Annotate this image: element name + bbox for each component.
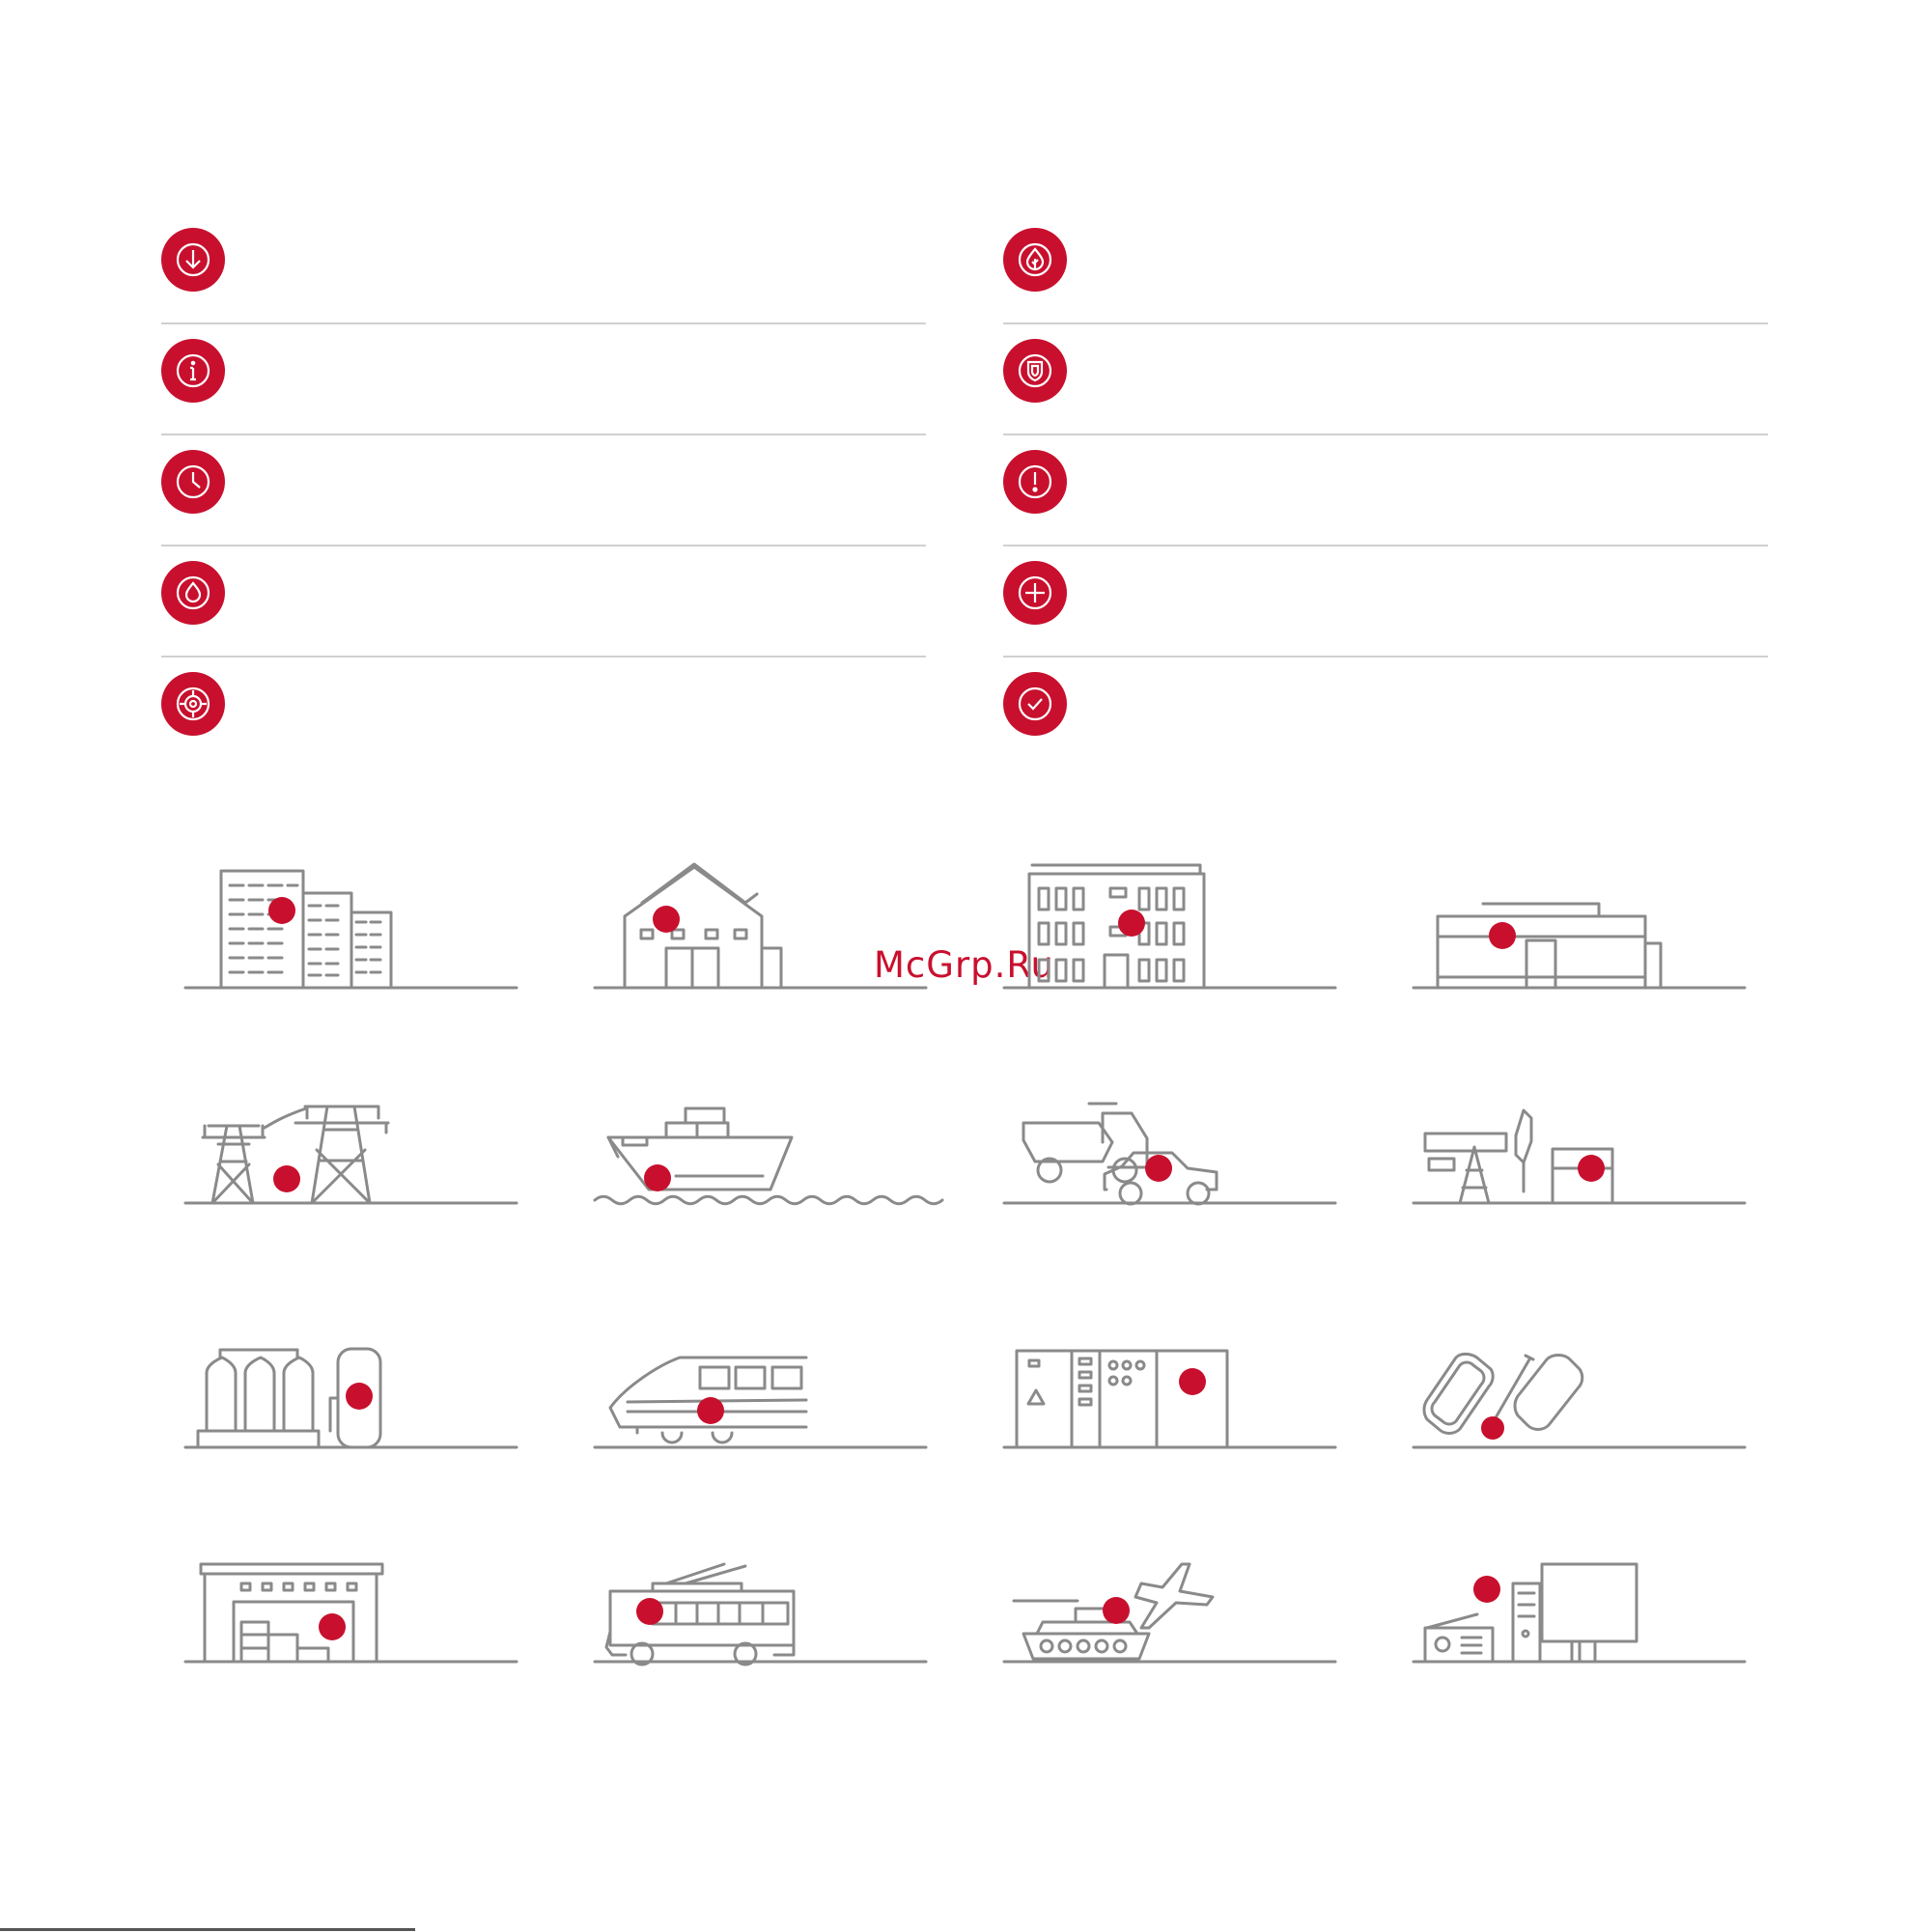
high-speed-train-icon: [593, 1356, 928, 1449]
shield-icon: [1003, 339, 1067, 403]
accent-dot: [1473, 1576, 1500, 1603]
accent-dot: [1103, 1597, 1130, 1624]
accent-dot: [1145, 1155, 1172, 1182]
accent-dot: [273, 1165, 300, 1192]
tank-and-airplane-icon: [1002, 1562, 1337, 1664]
warehouse-icon: [183, 1562, 518, 1664]
power-lines-icon: [183, 1105, 518, 1205]
download-icon: [161, 228, 225, 292]
divider: [1003, 545, 1768, 546]
plus-icon: [1003, 561, 1067, 625]
electrical-cabinet-icon: [1002, 1349, 1337, 1449]
legend-row: [1003, 561, 1768, 658]
divider: [161, 545, 926, 546]
cargo-ship-icon: [593, 1106, 944, 1206]
accent-dot: [319, 1613, 346, 1640]
country-house-icon: [593, 862, 928, 990]
water-drop-icon: [161, 561, 225, 625]
watermark: McGrp.Ru: [874, 944, 1054, 986]
oil-pump-icon: [1412, 1108, 1747, 1205]
computer-workstation-icon: [1412, 1562, 1747, 1664]
clock-icon: [161, 450, 225, 514]
symbol-legend: [161, 228, 1769, 740]
residential-buildings-icon: [183, 869, 518, 990]
accent-dot: [1481, 1416, 1504, 1440]
divider: [1003, 322, 1768, 324]
divider: [161, 434, 926, 435]
legend-row: [1003, 228, 1768, 324]
accent-dot: [346, 1383, 373, 1410]
storage-tanks-icon: [183, 1347, 518, 1449]
legend-row: [161, 561, 926, 658]
legend-row: [161, 450, 926, 546]
accent-dot: [1179, 1368, 1206, 1395]
legend-row: [1003, 450, 1768, 546]
legend-row: [1003, 339, 1768, 435]
legend-row: [161, 339, 926, 435]
accent-dots: [268, 897, 1605, 1640]
warning-icon: [1003, 450, 1067, 514]
legend-row: [1003, 672, 1768, 769]
target-icon: [161, 672, 225, 736]
trolleybus-icon: [593, 1562, 928, 1666]
retail-store-icon: [1412, 902, 1747, 990]
legend-row: [161, 672, 926, 769]
divider: [161, 322, 926, 324]
divider: [1003, 656, 1768, 658]
truck-and-car-icon: [1002, 1102, 1337, 1206]
legend-row: [161, 228, 926, 324]
office-building-icon: [1002, 863, 1337, 990]
cable-drums-icon: [1412, 1352, 1747, 1449]
info-icon: [161, 339, 225, 403]
divider: [1003, 434, 1768, 435]
check-icon: [1003, 672, 1067, 736]
page-footer-rule: [0, 1928, 415, 1931]
leaf-drop-icon: [1003, 228, 1067, 292]
divider: [161, 656, 926, 658]
